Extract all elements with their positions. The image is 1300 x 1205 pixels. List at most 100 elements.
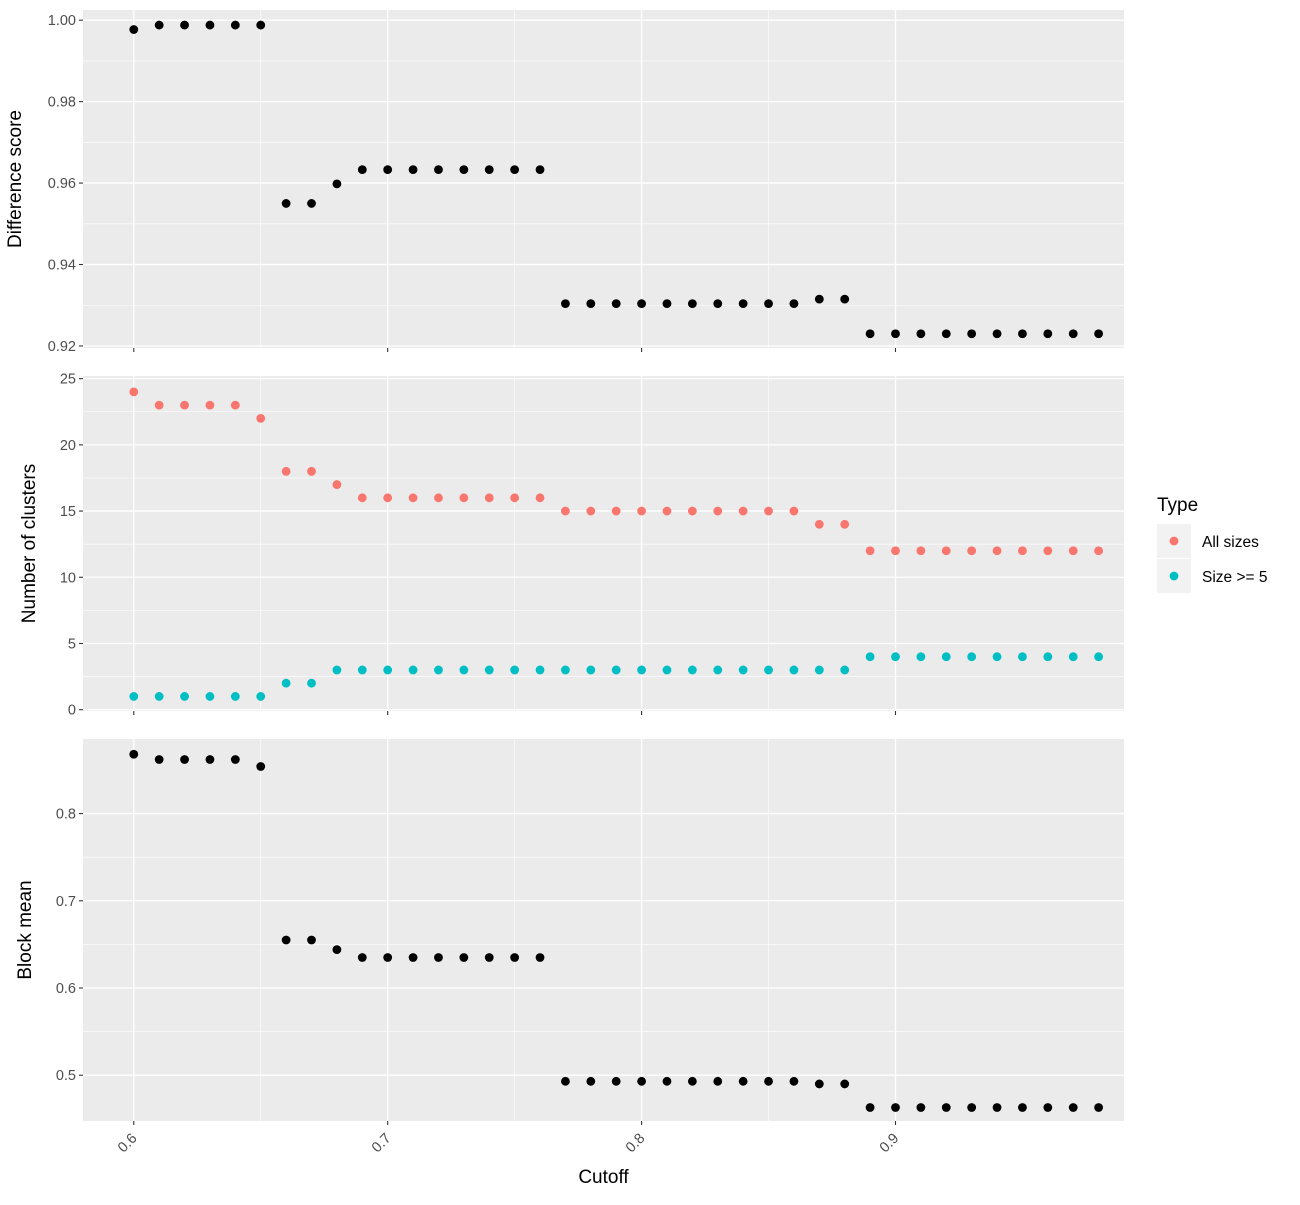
data-point [789, 665, 799, 675]
y-tick-label: 5 [68, 636, 76, 652]
data-point [154, 400, 164, 410]
data-point [332, 179, 342, 189]
data-point [434, 953, 443, 962]
legend-marker [1169, 536, 1179, 546]
data-point [1018, 652, 1027, 662]
data-point [129, 387, 139, 397]
data-point [510, 165, 520, 175]
data-point [941, 546, 951, 556]
panel-top: 0.92 0.94 0.96 0.98 1.00 Difference score [5, 10, 1124, 355]
data-point [180, 20, 189, 30]
data-point [611, 665, 621, 675]
panel-background [83, 10, 1124, 348]
y-tick-label: 0.92 [48, 339, 76, 355]
panel-bottom: 0.5 0.6 0.7 0.8 0.6 0.7 0.8 0.9 Block mean Cutoff [15, 739, 1124, 1188]
y-tick-label: 0 [68, 703, 76, 719]
data-point [637, 665, 646, 675]
data-point [738, 1076, 748, 1086]
data-point [967, 1103, 977, 1112]
data-point [992, 1103, 1002, 1112]
data-point [129, 25, 139, 34]
data-point [154, 20, 164, 30]
data-point [230, 755, 240, 764]
data-point [840, 294, 850, 304]
data-point [180, 692, 189, 701]
data-point [992, 546, 1002, 556]
x-tick-label: 0.7 [369, 1131, 395, 1157]
y-tick-label: 25 [60, 372, 76, 388]
data-point [535, 665, 545, 675]
y-tick-label: 1.00 [48, 13, 76, 29]
data-point [865, 652, 875, 662]
data-point [967, 329, 977, 339]
data-point [840, 1079, 850, 1089]
data-point [561, 506, 570, 516]
data-point [459, 165, 469, 175]
data-point [840, 665, 850, 675]
data-point [205, 755, 215, 764]
data-point [687, 506, 697, 516]
data-point [814, 1079, 824, 1089]
data-point [1094, 1103, 1104, 1112]
data-point [561, 1076, 570, 1086]
y-tick-label: 20 [60, 438, 76, 454]
data-point [713, 506, 723, 516]
data-point [510, 493, 520, 503]
data-point [865, 329, 875, 339]
y-tick-label: 0.8 [56, 807, 76, 823]
data-point [205, 20, 215, 30]
data-point [687, 665, 697, 675]
data-point [1068, 329, 1078, 339]
data-point [1043, 329, 1053, 339]
data-point [891, 1103, 900, 1112]
data-point [510, 665, 520, 675]
panel-background [83, 376, 1124, 711]
data-point [256, 762, 266, 771]
data-point [840, 519, 850, 529]
data-point [764, 299, 773, 309]
data-point [357, 493, 367, 503]
data-point [205, 692, 215, 701]
data-point [307, 935, 316, 945]
data-point [561, 299, 570, 309]
data-point [662, 299, 672, 309]
data-point [1094, 652, 1104, 662]
data-point [459, 953, 469, 962]
data-point [814, 519, 824, 529]
data-point [484, 493, 494, 503]
data-point [662, 1076, 672, 1086]
data-point [408, 953, 418, 962]
data-point [230, 400, 240, 410]
data-point [814, 294, 824, 304]
data-point [307, 199, 316, 208]
data-point [230, 692, 240, 701]
y-tick-label: 10 [60, 570, 76, 586]
data-point [611, 299, 621, 309]
data-point [205, 400, 215, 410]
data-point [941, 1103, 951, 1112]
x-tick-label: 0.8 [623, 1131, 649, 1157]
y-tick-label: 0.96 [48, 176, 76, 192]
data-point [865, 1103, 875, 1112]
data-point [383, 165, 393, 175]
y-tick-label: 0.5 [56, 1068, 76, 1084]
data-point [408, 165, 418, 175]
data-point [713, 1076, 723, 1086]
data-point [459, 665, 469, 675]
data-point [230, 20, 240, 30]
data-point [891, 652, 900, 662]
y-axis-title: Number of clusters [19, 464, 40, 623]
data-point [154, 755, 164, 764]
data-point [1018, 329, 1027, 339]
y-tick-label: 0.94 [48, 258, 76, 274]
data-point [738, 506, 748, 516]
data-point [865, 546, 875, 556]
data-point [687, 299, 697, 309]
data-point [586, 1076, 596, 1086]
data-point [637, 299, 646, 309]
data-point [1068, 546, 1078, 556]
data-point [789, 506, 799, 516]
data-point [357, 665, 367, 675]
legend-label: All sizes [1202, 534, 1259, 551]
